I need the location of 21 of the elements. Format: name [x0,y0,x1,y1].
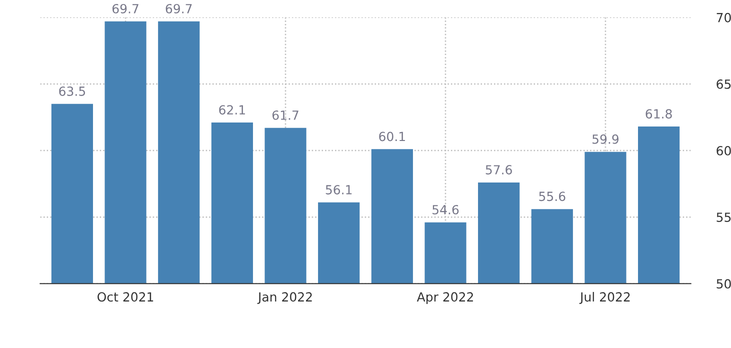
data-label: 57.6 [486,165,512,174]
x-tick-label: Jan 2022 [257,292,312,304]
y-tick-label: 50 [716,279,731,289]
data-label: 69.7 [166,4,192,14]
y-tick-label: 70 [716,12,731,22]
y-tick-label: 65 [716,79,731,89]
data-label: 69.7 [112,4,138,14]
x-tick-label: Jul 2022 [579,292,630,304]
data-label: 55.6 [539,192,566,202]
data-label: 61.8 [646,109,672,119]
y-tick-label: 60 [716,146,731,156]
data-label: 60.1 [379,132,405,142]
x-tick-label: Oct 2021 [98,292,154,302]
data-label: 56.1 [326,184,352,194]
data-label: 62.1 [219,105,245,115]
y-tick-label: 55 [716,212,731,222]
data-label: 61.7 [272,110,298,120]
data-label: 59.9 [592,134,619,144]
x-tick-label: Apr 2022 [416,292,473,304]
data-label: 54.6 [432,204,459,214]
data-label: 63.5 [59,86,86,96]
